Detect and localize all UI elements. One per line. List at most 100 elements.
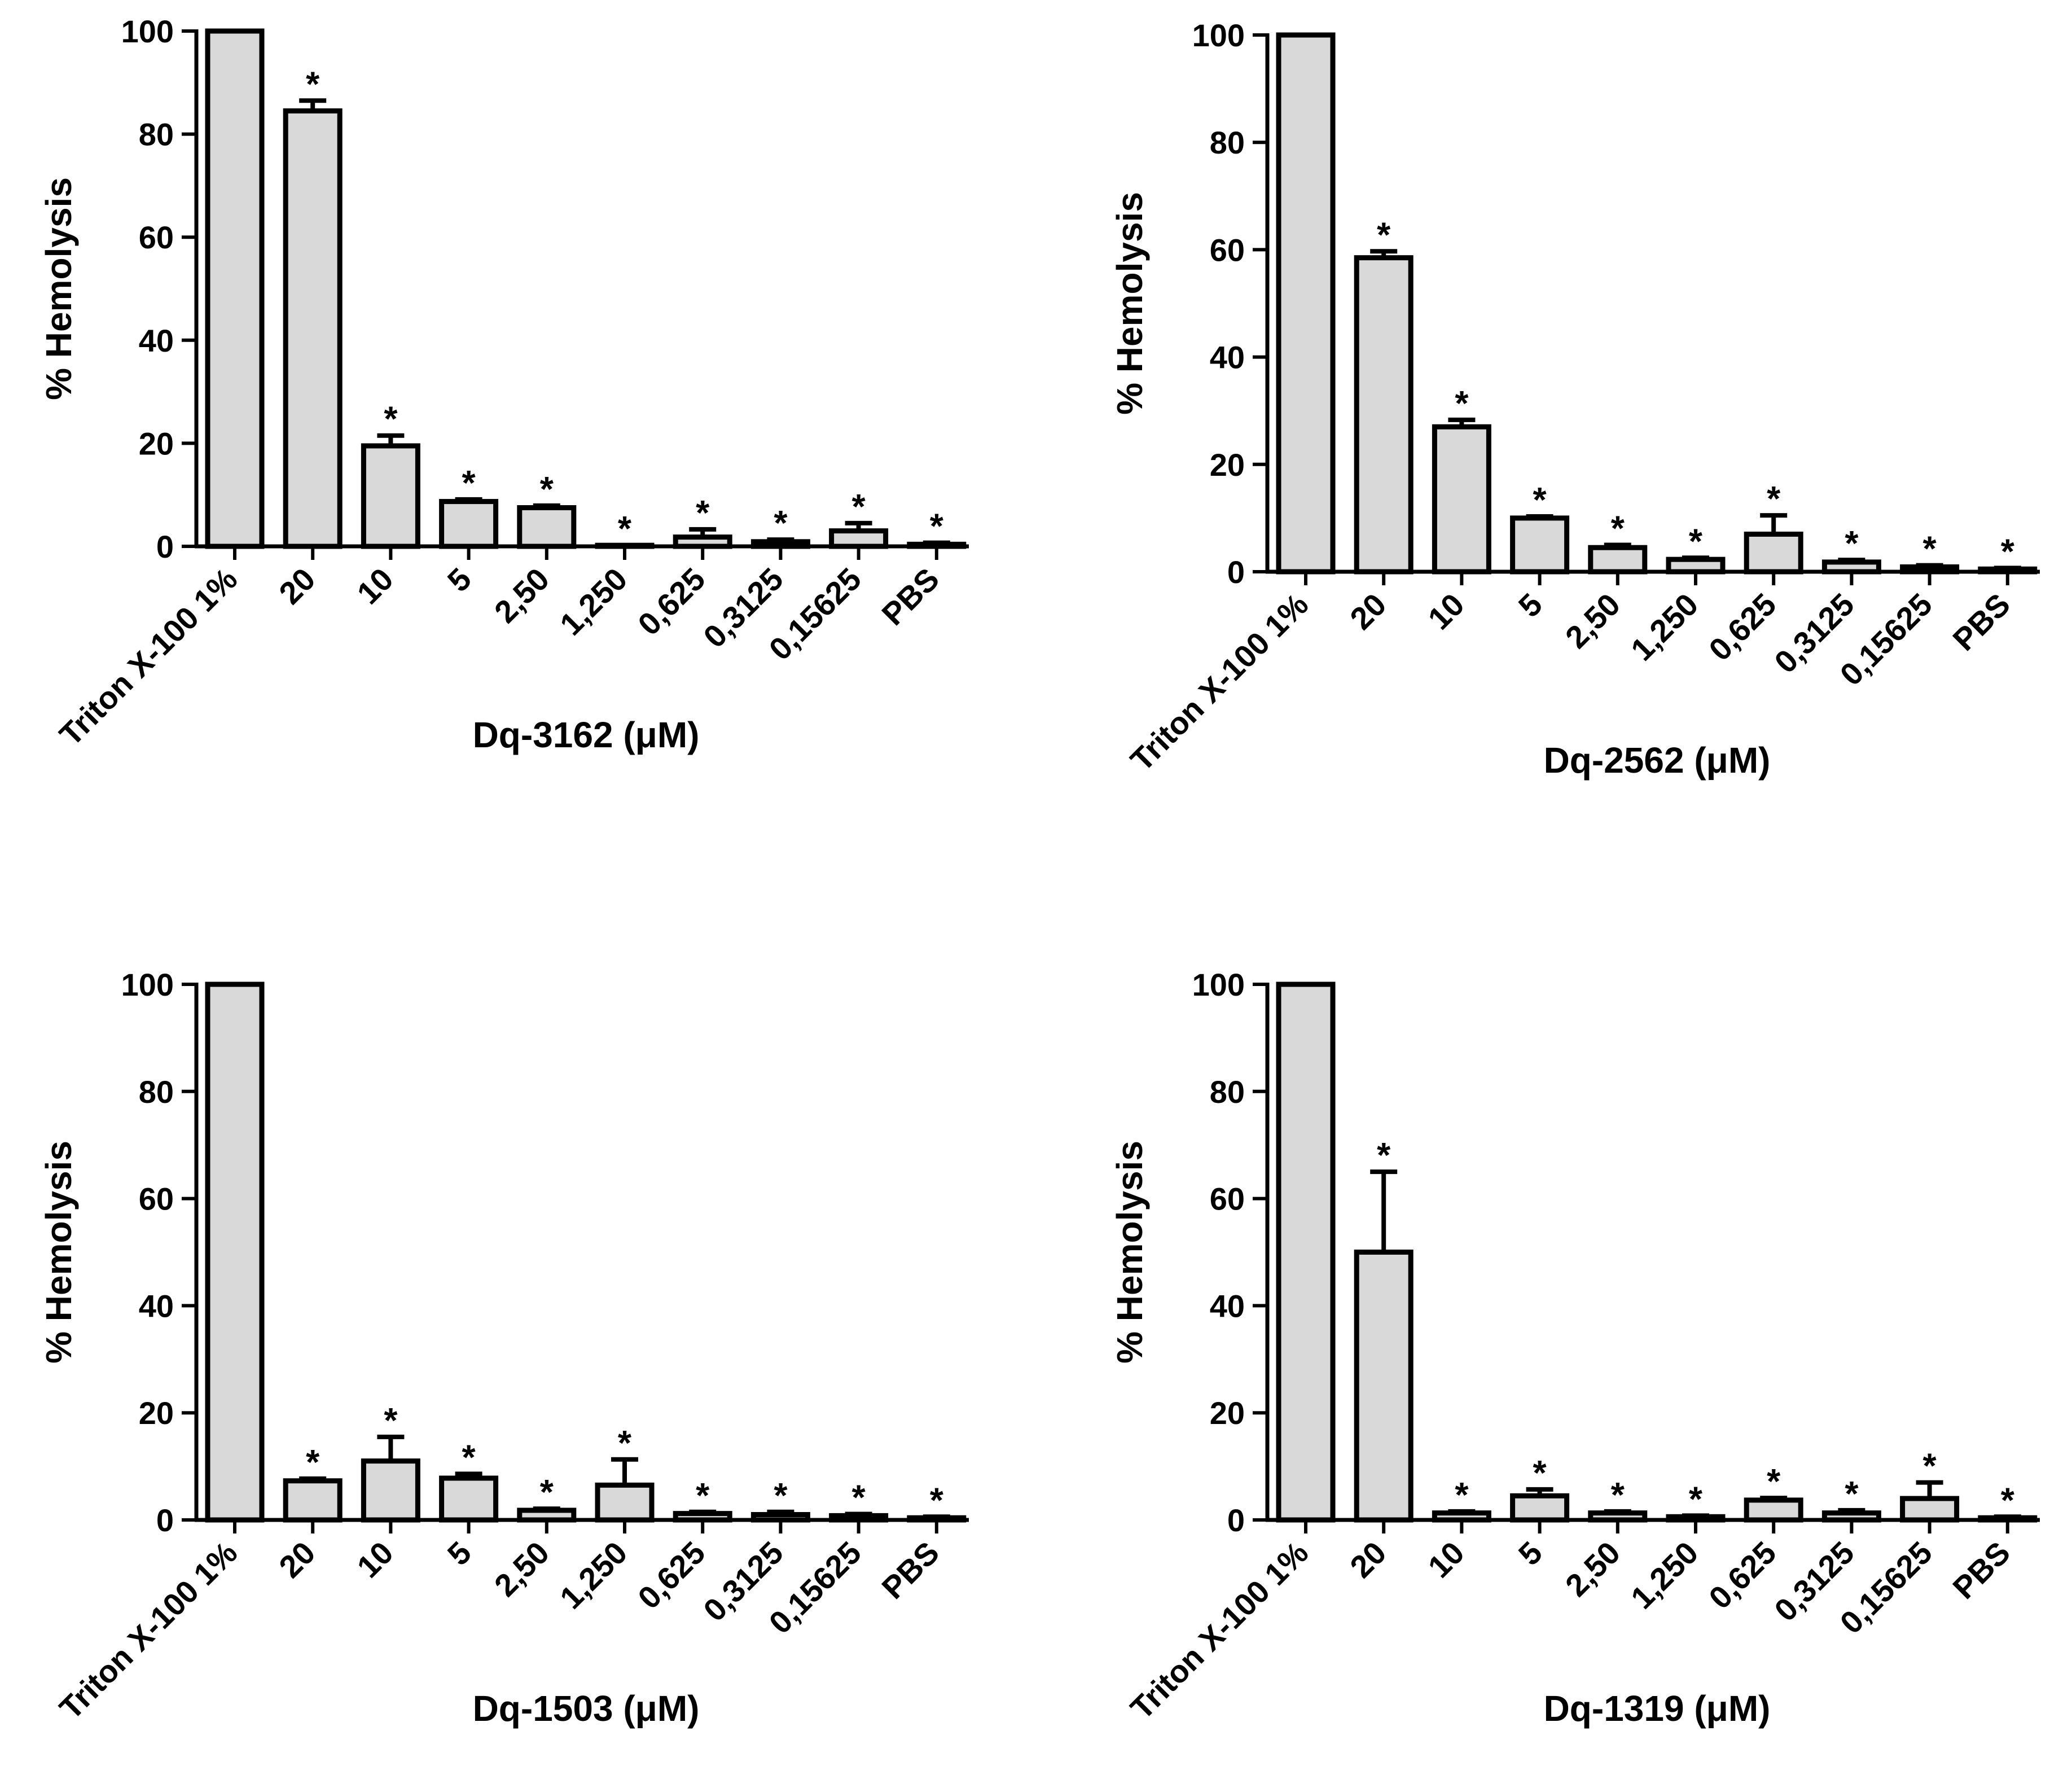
y-tick-label: 100 <box>1192 967 1245 1002</box>
significance-marker: * <box>618 510 632 549</box>
y-tick-label: 60 <box>1210 232 1245 268</box>
y-tick-label: 80 <box>139 1074 174 1110</box>
y-tick-label: 100 <box>121 967 174 1002</box>
x-tick-label: 1,250 <box>1624 1535 1705 1616</box>
y-tick-label: 40 <box>139 323 174 358</box>
bar <box>673 534 732 549</box>
y-tick-label: 20 <box>139 426 174 461</box>
bar <box>1744 531 1803 575</box>
x-tick-label: 10 <box>1421 586 1471 637</box>
bar <box>439 1475 499 1523</box>
significance-marker: * <box>1689 522 1703 561</box>
x-tick-label: PBS <box>1946 1535 2017 1606</box>
y-tick-label: 40 <box>139 1288 174 1324</box>
significance-marker: * <box>852 488 866 527</box>
significance-marker: * <box>1455 384 1469 423</box>
x-axis-label: Dq-1503 (μM) <box>473 1688 700 1729</box>
bar <box>283 108 343 549</box>
x-tick-label: 20 <box>1343 586 1393 637</box>
bar <box>1354 1250 1413 1523</box>
x-tick-label: PBS <box>875 561 946 632</box>
bar <box>1510 515 1570 575</box>
significance-marker: * <box>930 507 944 546</box>
significance-marker: * <box>1689 1480 1703 1519</box>
significance-marker: * <box>930 1481 944 1520</box>
significance-marker: * <box>1923 530 1937 569</box>
significance-marker: * <box>852 1479 866 1518</box>
bar <box>205 981 265 1523</box>
significance-marker: * <box>1767 1462 1781 1501</box>
significance-marker: * <box>1533 481 1547 520</box>
significance-marker: * <box>1767 480 1781 519</box>
bar <box>283 1478 343 1523</box>
significance-marker: * <box>1455 1476 1469 1515</box>
y-tick-label: 60 <box>139 220 174 255</box>
bar <box>439 499 499 549</box>
significance-marker: * <box>1377 1136 1391 1175</box>
x-tick-label: 1,250 <box>553 1535 634 1616</box>
y-axis-label: % Hemolysis <box>1109 192 1150 415</box>
y-axis-label: % Hemolysis <box>38 177 79 400</box>
significance-marker: * <box>774 1476 788 1515</box>
bar <box>1744 1497 1803 1523</box>
x-tick-label: 2,50 <box>1559 1535 1627 1603</box>
x-tick-label: PBS <box>875 1535 946 1606</box>
bar <box>1900 1496 1960 1523</box>
significance-marker: * <box>462 464 476 503</box>
y-tick-label: 80 <box>139 117 174 152</box>
x-tick-label: 20 <box>272 1535 322 1585</box>
bar <box>1821 559 1881 575</box>
bar <box>1821 1510 1881 1523</box>
y-tick-label: 20 <box>1210 447 1245 483</box>
significance-marker: * <box>1845 1475 1859 1514</box>
bar <box>829 528 889 549</box>
significance-marker: * <box>306 1443 320 1482</box>
y-tick-label: 20 <box>1210 1395 1245 1431</box>
bar <box>1588 545 1648 575</box>
significance-marker: * <box>1377 216 1391 255</box>
x-tick-label: Triton X-100 1% <box>52 1535 244 1726</box>
x-tick-label: 5 <box>1512 586 1549 624</box>
chart-dq-1319: 0 20 40 60 80 100 % Hemolysis Triton X-100 1% * 2… <box>1109 967 2040 1729</box>
x-tick-label: Triton X-100 1% <box>1123 1535 1315 1726</box>
chart-dq-1503: 0 20 40 60 80 100 % Hemolysis Triton X-100 1% * 2… <box>38 967 969 1729</box>
x-tick-label: Triton X-100 1% <box>1123 586 1315 778</box>
x-tick-label: 2,50 <box>1559 586 1627 655</box>
x-tick-label: 2,50 <box>488 561 556 630</box>
x-tick-label: 5 <box>441 561 479 599</box>
bar <box>595 1482 655 1523</box>
y-tick-label: 40 <box>1210 340 1245 375</box>
significance-marker: * <box>2001 532 2015 571</box>
significance-marker: * <box>1533 1454 1547 1493</box>
x-tick-label: PBS <box>1946 586 2017 658</box>
significance-marker: * <box>462 1438 476 1477</box>
x-tick-label: Triton X-100 1% <box>52 561 244 752</box>
y-tick-label: 100 <box>121 14 174 49</box>
y-axis-label: % Hemolysis <box>1109 1141 1150 1364</box>
y-tick-label: 20 <box>139 1395 174 1431</box>
x-axis-label: Dq-3162 (μM) <box>473 715 700 755</box>
x-tick-label: 1,250 <box>553 561 634 642</box>
y-tick-label: 0 <box>156 529 174 564</box>
chart-dq-3162: 0 20 40 60 80 100 % Hemolysis Triton X-100 1% * 2… <box>38 14 969 755</box>
y-tick-label: 0 <box>1227 1502 1245 1538</box>
y-tick-label: 60 <box>1210 1181 1245 1217</box>
bar <box>1432 424 1491 575</box>
significance-marker: * <box>2001 1481 2015 1520</box>
significance-marker: * <box>384 1401 398 1440</box>
y-tick-label: 60 <box>139 1181 174 1217</box>
x-tick-label: 1,250 <box>1624 586 1705 668</box>
significance-marker: * <box>696 494 710 533</box>
bar <box>1510 1493 1570 1523</box>
bar <box>1666 557 1726 575</box>
y-tick-label: 0 <box>1227 554 1245 590</box>
chart-dq-2562: 0 20 40 60 80 100 % Hemolysis Triton X-100 1% * 2… <box>1109 17 2040 781</box>
bar <box>750 1512 810 1523</box>
y-axis-label: % Hemolysis <box>38 1141 79 1364</box>
x-tick-label: 5 <box>441 1535 479 1572</box>
significance-marker: * <box>540 470 554 509</box>
significance-marker: * <box>540 1473 554 1512</box>
y-tick-label: 80 <box>1210 125 1245 160</box>
x-tick-label: 2,50 <box>488 1535 556 1603</box>
